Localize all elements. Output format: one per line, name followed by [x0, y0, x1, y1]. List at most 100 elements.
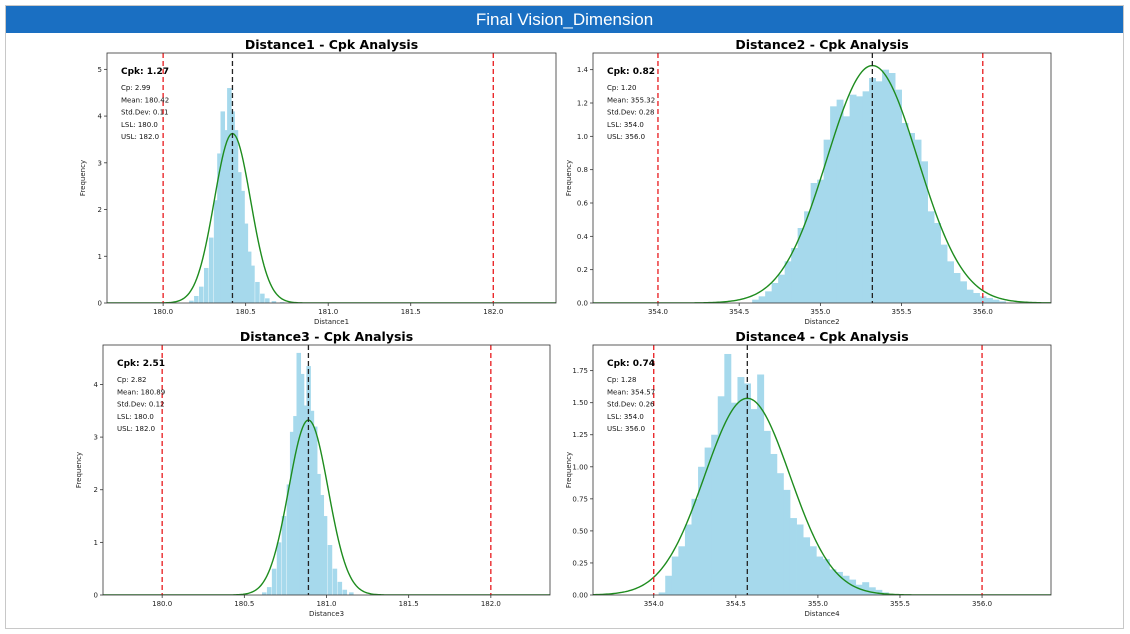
chart-4-plot-area [593, 345, 1051, 595]
chart-3-histogram-bar [271, 568, 277, 595]
chart-2-x-tick-label: 354.0 [648, 308, 668, 316]
chart-4-x-tick-label: 355.0 [808, 600, 828, 608]
chart-4-y-tick-label: 1.25 [572, 431, 588, 439]
chart-2-axes-frame [592, 52, 1052, 304]
chart-3-y-tick-label: 4 [94, 381, 99, 389]
chart-3-histogram-bar [349, 592, 354, 595]
chart-2-histogram-bar [856, 96, 864, 303]
chart-3-x-tick-label: 181.0 [316, 600, 336, 608]
chart-1-x-axis-label: Distance1 [314, 318, 349, 326]
chart-3-histogram-bar [319, 495, 325, 595]
chart-1-x-tick-label: 181.0 [318, 308, 338, 316]
chart-2-histogram-bar [804, 211, 812, 303]
chart-4-histogram-bar [730, 402, 738, 595]
chart-3-x-tick-label: 180.0 [152, 600, 172, 608]
chart-2-title: Distance2 - Cpk Analysis [735, 37, 908, 52]
chart-2-y-tick-label: 0.6 [577, 200, 589, 208]
chart-4-histogram-bar [809, 546, 817, 595]
chart-4-histogram-bar [868, 587, 876, 595]
chart-4-usl-value: USL: 356.0 [607, 425, 645, 433]
chart-1-histogram-bar [265, 298, 270, 303]
chart-2-x-axis-label: Distance2 [804, 318, 839, 326]
chart-2-x-tick-label: 355.5 [892, 308, 912, 316]
chart-4-histogram-bar [671, 556, 679, 595]
chart-1-plot-area [107, 53, 556, 303]
chart-3-histogram-bar [337, 581, 343, 595]
chart-1-x-tick-label: 181.5 [401, 308, 421, 316]
chart-4-y-axis-label: Frequency [565, 452, 573, 488]
distance1-cpk-chart: Distance1 - Cpk Analysis 180.0 180.5 181.0 1… [79, 37, 557, 326]
chart-4-y-tick-label: 1.75 [572, 367, 588, 375]
chart-2-histogram-bar [862, 91, 870, 303]
chart-2-histogram-bar [875, 81, 883, 303]
chart-2-histogram-bar [791, 248, 799, 303]
chart-3-histogram-bar [327, 545, 333, 595]
chart-2-histogram-bar [758, 296, 766, 303]
chart-4-histogram-bar [875, 589, 883, 595]
chart-3-x-tick-label: 180.5 [234, 600, 254, 608]
chart-3-histogram-bar [299, 373, 305, 595]
chart-4-axes-frame [592, 344, 1052, 596]
chart-4-x-tick-label: 354.0 [644, 600, 664, 608]
chart-3-title: Distance3 - Cpk Analysis [240, 329, 413, 344]
chart-4-histogram-bar [750, 409, 758, 595]
chart-2-mean-value: Mean: 355.32 [607, 96, 655, 104]
chart-4-y-tick-label: 0.50 [572, 527, 588, 535]
chart-4-histogram-bar [770, 453, 778, 595]
chart-1-y-tick-label: 4 [98, 113, 103, 121]
chart-4-histogram-bar [855, 584, 863, 595]
chart-1-histogram-bar [203, 267, 209, 303]
chart-1-y-tick-label: 3 [98, 159, 102, 167]
chart-1-histogram-bar [250, 265, 255, 303]
chart-4-histogram-bar [862, 582, 870, 595]
chart-4-histogram-bar [658, 592, 666, 595]
distance3-cpk-chart: Distance3 - Cpk Analysis 180.0 180.5 181.0 1… [75, 329, 551, 618]
chart-2-histogram-bar [888, 73, 896, 303]
chart-2-std-dev-value: Std.Dev: 0.28 [607, 109, 654, 117]
chart-2-cpk-value: Cpk: 0.82 [607, 67, 655, 77]
chart-1-histogram-bar [220, 111, 226, 303]
chart-2-histogram-bar [849, 94, 857, 303]
chart-3-y-tick-label: 2 [94, 486, 98, 494]
chart-4-histogram-bar [665, 575, 673, 595]
chart-2-y-tick-label: 1.2 [577, 100, 588, 108]
chart-2-plot-area [593, 53, 1051, 303]
chart-4-y-tick-label: 1.50 [572, 399, 588, 407]
chart-3-cpk-value: Cpk: 2.51 [117, 359, 165, 369]
chart-2-histogram-bar [752, 299, 760, 303]
chart-4-x-tick-label: 356.0 [972, 600, 992, 608]
chart-4-histogram-bar [763, 430, 771, 595]
chart-4-histogram-bar [829, 569, 837, 595]
chart-3-plot-area [103, 345, 550, 595]
chart-1-y-tick-label: 0 [98, 300, 102, 308]
chart-3-y-tick-label: 0 [94, 592, 98, 600]
chart-2-histogram-bar [836, 99, 844, 303]
chart-3-usl-value: USL: 182.0 [117, 425, 155, 433]
chart-1-x-tick-label: 180.0 [153, 308, 173, 316]
chart-1-usl-value: USL: 182.0 [121, 133, 159, 141]
chart-3-histogram-bar [296, 352, 302, 595]
chart-1-y-tick-label: 1 [98, 253, 102, 261]
chart-1-x-tick-label: 180.5 [236, 308, 256, 316]
chart-4-mean-value: Mean: 354.57 [607, 388, 655, 396]
chart-3-std-dev-value: Std.Dev: 0.12 [117, 401, 164, 409]
chart-3-x-tick-label: 182.0 [481, 600, 501, 608]
chart-3-histogram-bar [309, 410, 315, 595]
chart-4-lsl-value: LSL: 354.0 [607, 413, 644, 421]
chart-1-histogram-bar [208, 237, 214, 303]
chart-2-histogram-bar [966, 289, 974, 303]
chart-4-normal-curve [593, 397, 1051, 595]
chart-3-histogram-bar [276, 542, 282, 595]
chart-1-histogram-bar [236, 172, 242, 303]
chart-2-histogram-bar [979, 296, 987, 303]
chart-3-y-tick-label: 1 [94, 539, 98, 547]
chart-4-y-tick-label: 0.00 [572, 592, 588, 600]
chart-4-cp-value: Cp: 1.28 [607, 376, 637, 384]
chart-4-x-axis-label: Distance4 [804, 610, 840, 618]
chart-2-y-tick-label: 0.4 [577, 233, 589, 241]
chart-4-histogram-bar [724, 353, 732, 595]
chart-2-y-tick-label: 1.4 [577, 66, 589, 74]
chart-1-cp-value: Cp: 2.99 [121, 84, 151, 92]
chart-4-histogram-bar [789, 518, 797, 595]
chart-1-histogram-bar [213, 200, 219, 303]
